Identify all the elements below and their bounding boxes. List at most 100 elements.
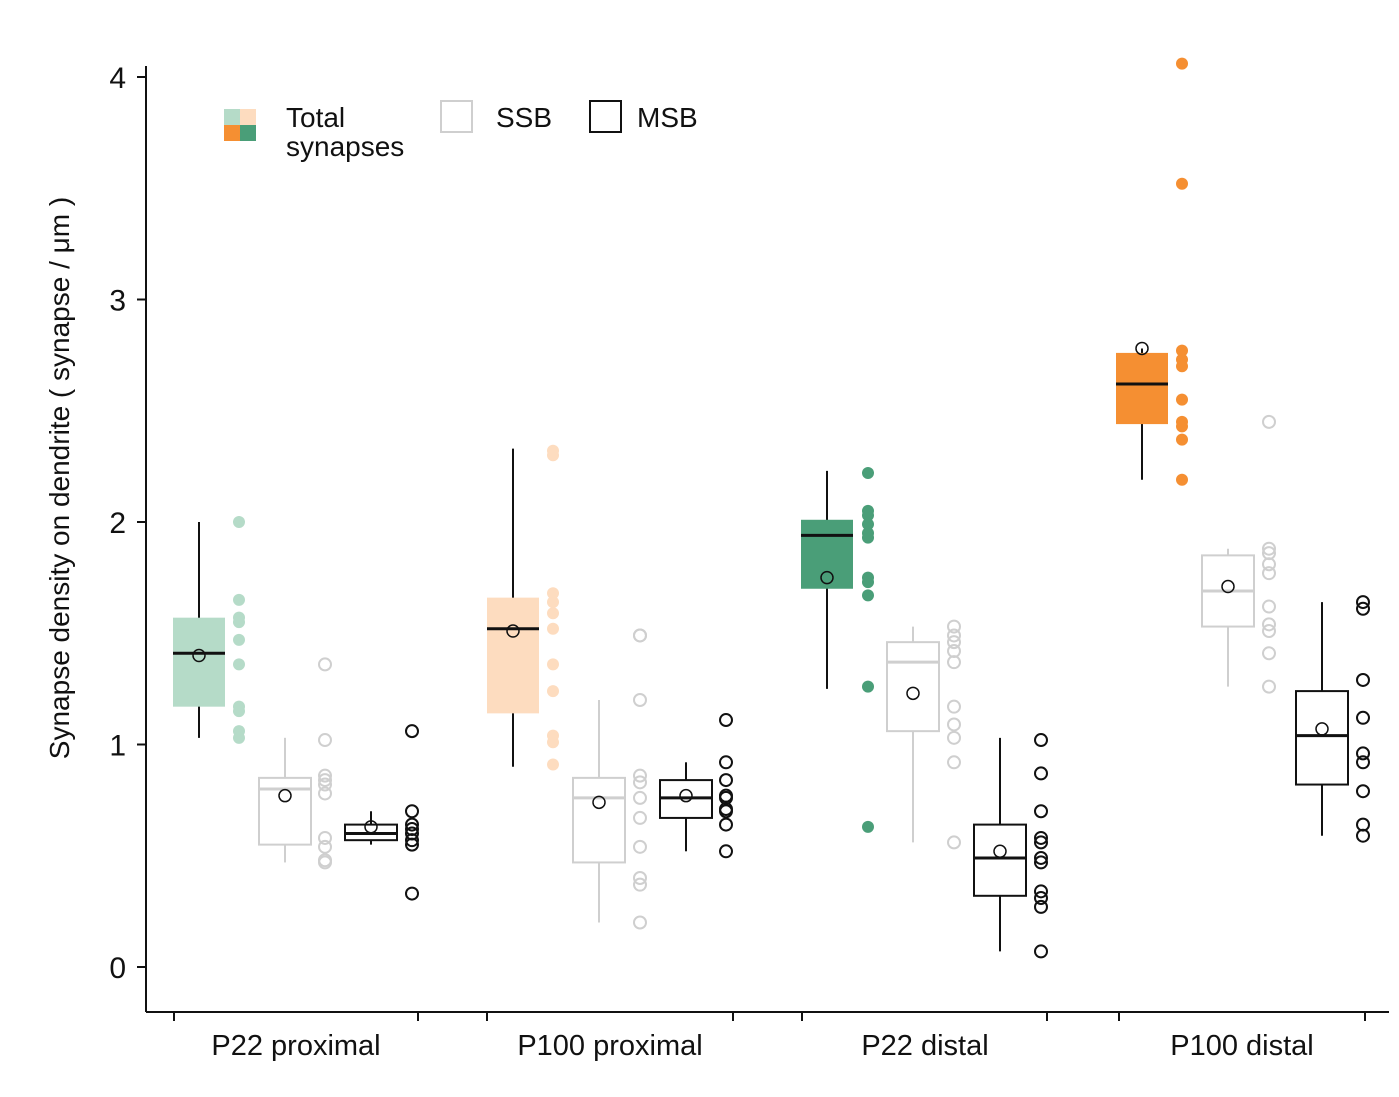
data-point [633,810,647,825]
data-point [1262,617,1276,632]
legend-total-swatch [224,109,256,141]
box-iqr [801,519,853,589]
data-point [719,844,733,859]
data-point [862,531,874,544]
data-point [1356,784,1370,799]
data-point [947,755,961,770]
data-point [318,830,332,845]
data-point [719,773,733,788]
data-point [1356,672,1370,687]
data-point [1034,891,1048,906]
mean-marker [1135,341,1149,356]
data-point [1262,624,1276,639]
data-point [1262,679,1276,694]
data-point [1176,433,1188,446]
legend-swatch-p100-distal [224,125,240,141]
data-point [719,804,733,819]
box-group [1116,57,1370,843]
data-point [1034,830,1048,845]
data-point [1262,599,1276,614]
data-point [547,685,559,698]
data-point [633,877,647,892]
data-point [1262,541,1276,556]
data-point [1034,850,1048,865]
data-point [318,733,332,748]
axes [145,66,1389,1013]
data-point [1176,420,1188,433]
data-point [719,817,733,832]
box-iqr [973,823,1027,897]
y-tick-label: 2 [109,507,126,540]
data-point [405,724,419,739]
data-point [1356,710,1370,725]
box-group [801,467,1048,959]
legend-msb-label: MSB [637,102,698,133]
data-point [547,758,559,771]
data-point [233,516,245,528]
data-point [1176,360,1188,373]
data-point [547,607,559,620]
data-point [405,837,419,852]
legend-total-label-line1: Total [286,102,345,133]
data-point [719,755,733,770]
y-tick-label: 3 [109,285,126,318]
y-tick-label: 1 [109,730,126,763]
data-point [547,587,559,600]
data-point [233,658,245,671]
data-point [1262,566,1276,581]
data-point [862,680,874,693]
data-point [547,596,559,609]
data-point [1034,899,1048,914]
data-point [547,622,559,635]
x-category-label: P100 distal [1170,1030,1314,1062]
data-point [1176,473,1188,486]
box-group [487,444,733,930]
data-point [405,804,419,819]
y-tick-label: 4 [109,62,126,95]
y-axis-ticks: 0 1 2 3 4 [109,62,146,985]
mean-marker [592,795,606,810]
data-point [719,713,733,728]
data-point [547,658,559,671]
data-point [233,593,245,606]
y-axis-title: Synapse density on dendrite ( synapse / … [44,197,75,759]
data-point [318,773,332,788]
data-point [318,657,332,672]
data-point [1034,733,1048,748]
mean-marker [906,686,920,701]
data-point [1034,766,1048,781]
box-iqr [487,597,539,714]
legend-ssb-swatch [440,100,473,133]
data-point [862,467,874,480]
data-point [947,699,961,714]
data-point [947,655,961,670]
y-tick-label: 0 [109,952,126,985]
data-point [633,693,647,707]
data-point [633,839,647,854]
data-point [862,589,874,602]
data-point [947,628,961,643]
data-point [1034,855,1048,870]
plot-area [173,57,1370,959]
mean-marker [192,648,206,663]
legend-swatch-p22-distal [240,125,256,141]
mean-marker [993,844,1007,859]
data-point [862,518,874,531]
data-point [1176,344,1188,357]
legend-msb-swatch [589,100,622,133]
data-point [233,633,245,646]
data-point [862,509,874,522]
legend: Total synapses SSB MSB [224,100,698,162]
data-point [1262,646,1276,661]
data-point [633,790,647,805]
data-point [1356,828,1370,843]
data-point [233,616,245,629]
data-point [1356,755,1370,770]
data-point [947,835,961,850]
data-point [633,628,647,643]
data-point [947,619,961,634]
mean-marker [506,624,520,638]
data-point [405,833,419,848]
data-point [1034,804,1048,819]
